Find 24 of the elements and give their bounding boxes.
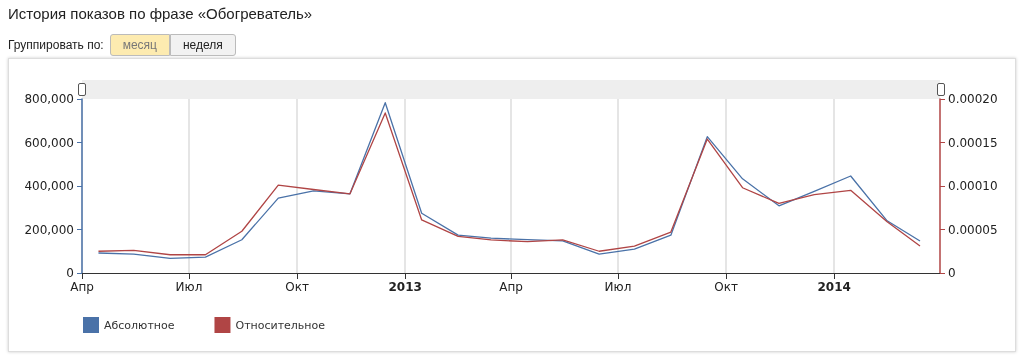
y2-tick-label: 0.00020 bbox=[948, 92, 998, 106]
x-tick-label: Окт bbox=[714, 280, 738, 294]
x-tick-label: Апр bbox=[70, 280, 94, 294]
y-tick-label: 0 bbox=[66, 266, 74, 280]
x-tick-label: Июл bbox=[604, 280, 632, 294]
x-tick-label: 2013 bbox=[388, 280, 422, 294]
y-tick-label: 600,000 bbox=[24, 135, 74, 150]
text: неделя bbox=[169, 34, 236, 56]
legend-label: Абсолютное bbox=[104, 318, 175, 332]
y2-tick-label: 0.00015 bbox=[948, 135, 998, 150]
y2-tick-label: 0 bbox=[948, 266, 956, 280]
x-tick-label: 2014 bbox=[817, 280, 851, 294]
x-tick-label: Окт bbox=[285, 280, 309, 294]
y2-tick-label: 0.00010 bbox=[948, 179, 998, 193]
chart-title: История показов по фразе «Обогреватель» bbox=[8, 5, 313, 22]
legend-label: Относительное bbox=[235, 318, 326, 332]
x-tick-label: Июл bbox=[175, 280, 203, 294]
y2-tick-label: 0.00005 bbox=[948, 222, 998, 237]
x-tick-label: Апр bbox=[499, 280, 523, 294]
text: Группировать по: bbox=[8, 38, 104, 52]
y-tick-label: 200,000 bbox=[24, 222, 74, 237]
text: месяц bbox=[109, 34, 170, 56]
y-tick-label: 800,000 bbox=[24, 92, 74, 106]
y-tick-label: 400,000 bbox=[24, 179, 74, 193]
